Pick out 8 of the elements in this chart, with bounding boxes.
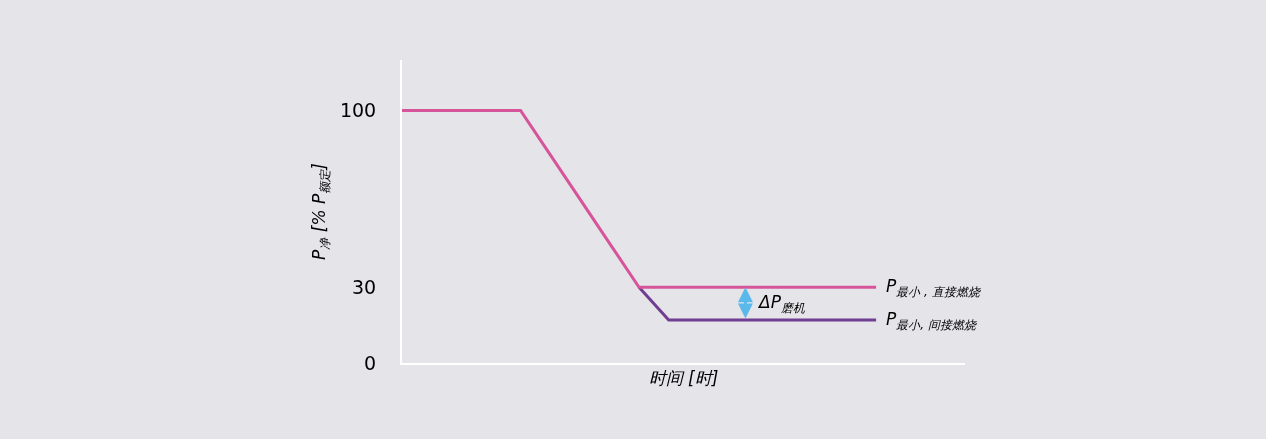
x-axis-title: 时间 [时] (648, 367, 719, 388)
series-label: P$_{最小 , 直接燃烧}$ (886, 276, 982, 299)
y-tick-label: 100 (339, 99, 377, 122)
line-series (402, 109, 878, 289)
annotation: ΔP$_{磨机}$ (757, 292, 805, 315)
y-tick-label: 0 (364, 351, 377, 374)
series-label: P$_{最小, 间接燃烧}$ (886, 309, 978, 332)
y-tick-label: 30 (352, 275, 377, 298)
